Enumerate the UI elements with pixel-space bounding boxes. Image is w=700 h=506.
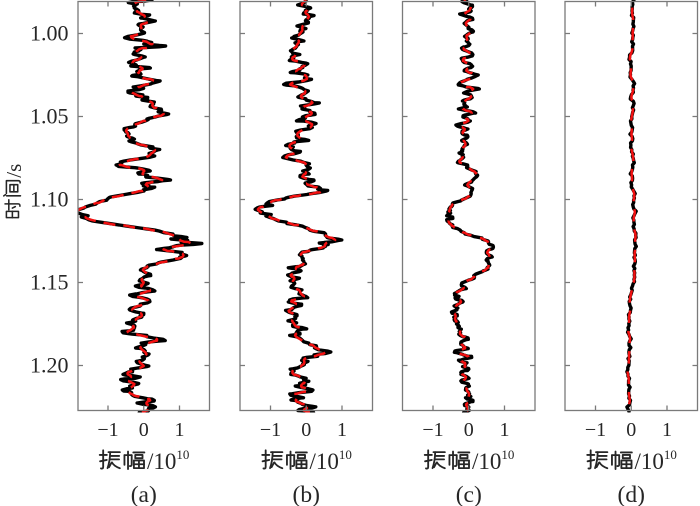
svg-text:1.00: 1.00 bbox=[30, 21, 69, 46]
svg-text:(a): (a) bbox=[131, 482, 157, 506]
svg-text:1: 1 bbox=[175, 419, 185, 441]
svg-text:−1: −1 bbox=[260, 419, 281, 441]
svg-text:(c): (c) bbox=[456, 482, 482, 506]
svg-text:1.05: 1.05 bbox=[30, 104, 69, 129]
svg-text:−1: −1 bbox=[422, 419, 443, 441]
svg-text:(b): (b) bbox=[293, 482, 320, 506]
svg-text:1.10: 1.10 bbox=[30, 187, 69, 212]
svg-text:−1: −1 bbox=[97, 419, 118, 441]
svg-text:−1: −1 bbox=[585, 419, 606, 441]
svg-text:1.20: 1.20 bbox=[30, 353, 69, 378]
svg-text:1: 1 bbox=[337, 419, 347, 441]
svg-text:0: 0 bbox=[301, 419, 311, 441]
svg-text:0: 0 bbox=[464, 419, 474, 441]
svg-text:(d): (d) bbox=[618, 482, 645, 506]
svg-text:/1010: /1010 bbox=[147, 447, 189, 474]
svg-text:/s: /s bbox=[2, 164, 26, 178]
svg-text:1: 1 bbox=[662, 419, 672, 441]
svg-text:0: 0 bbox=[139, 419, 149, 441]
svg-text:0: 0 bbox=[626, 419, 636, 441]
svg-text:1: 1 bbox=[500, 419, 510, 441]
svg-text:1.15: 1.15 bbox=[30, 270, 69, 295]
